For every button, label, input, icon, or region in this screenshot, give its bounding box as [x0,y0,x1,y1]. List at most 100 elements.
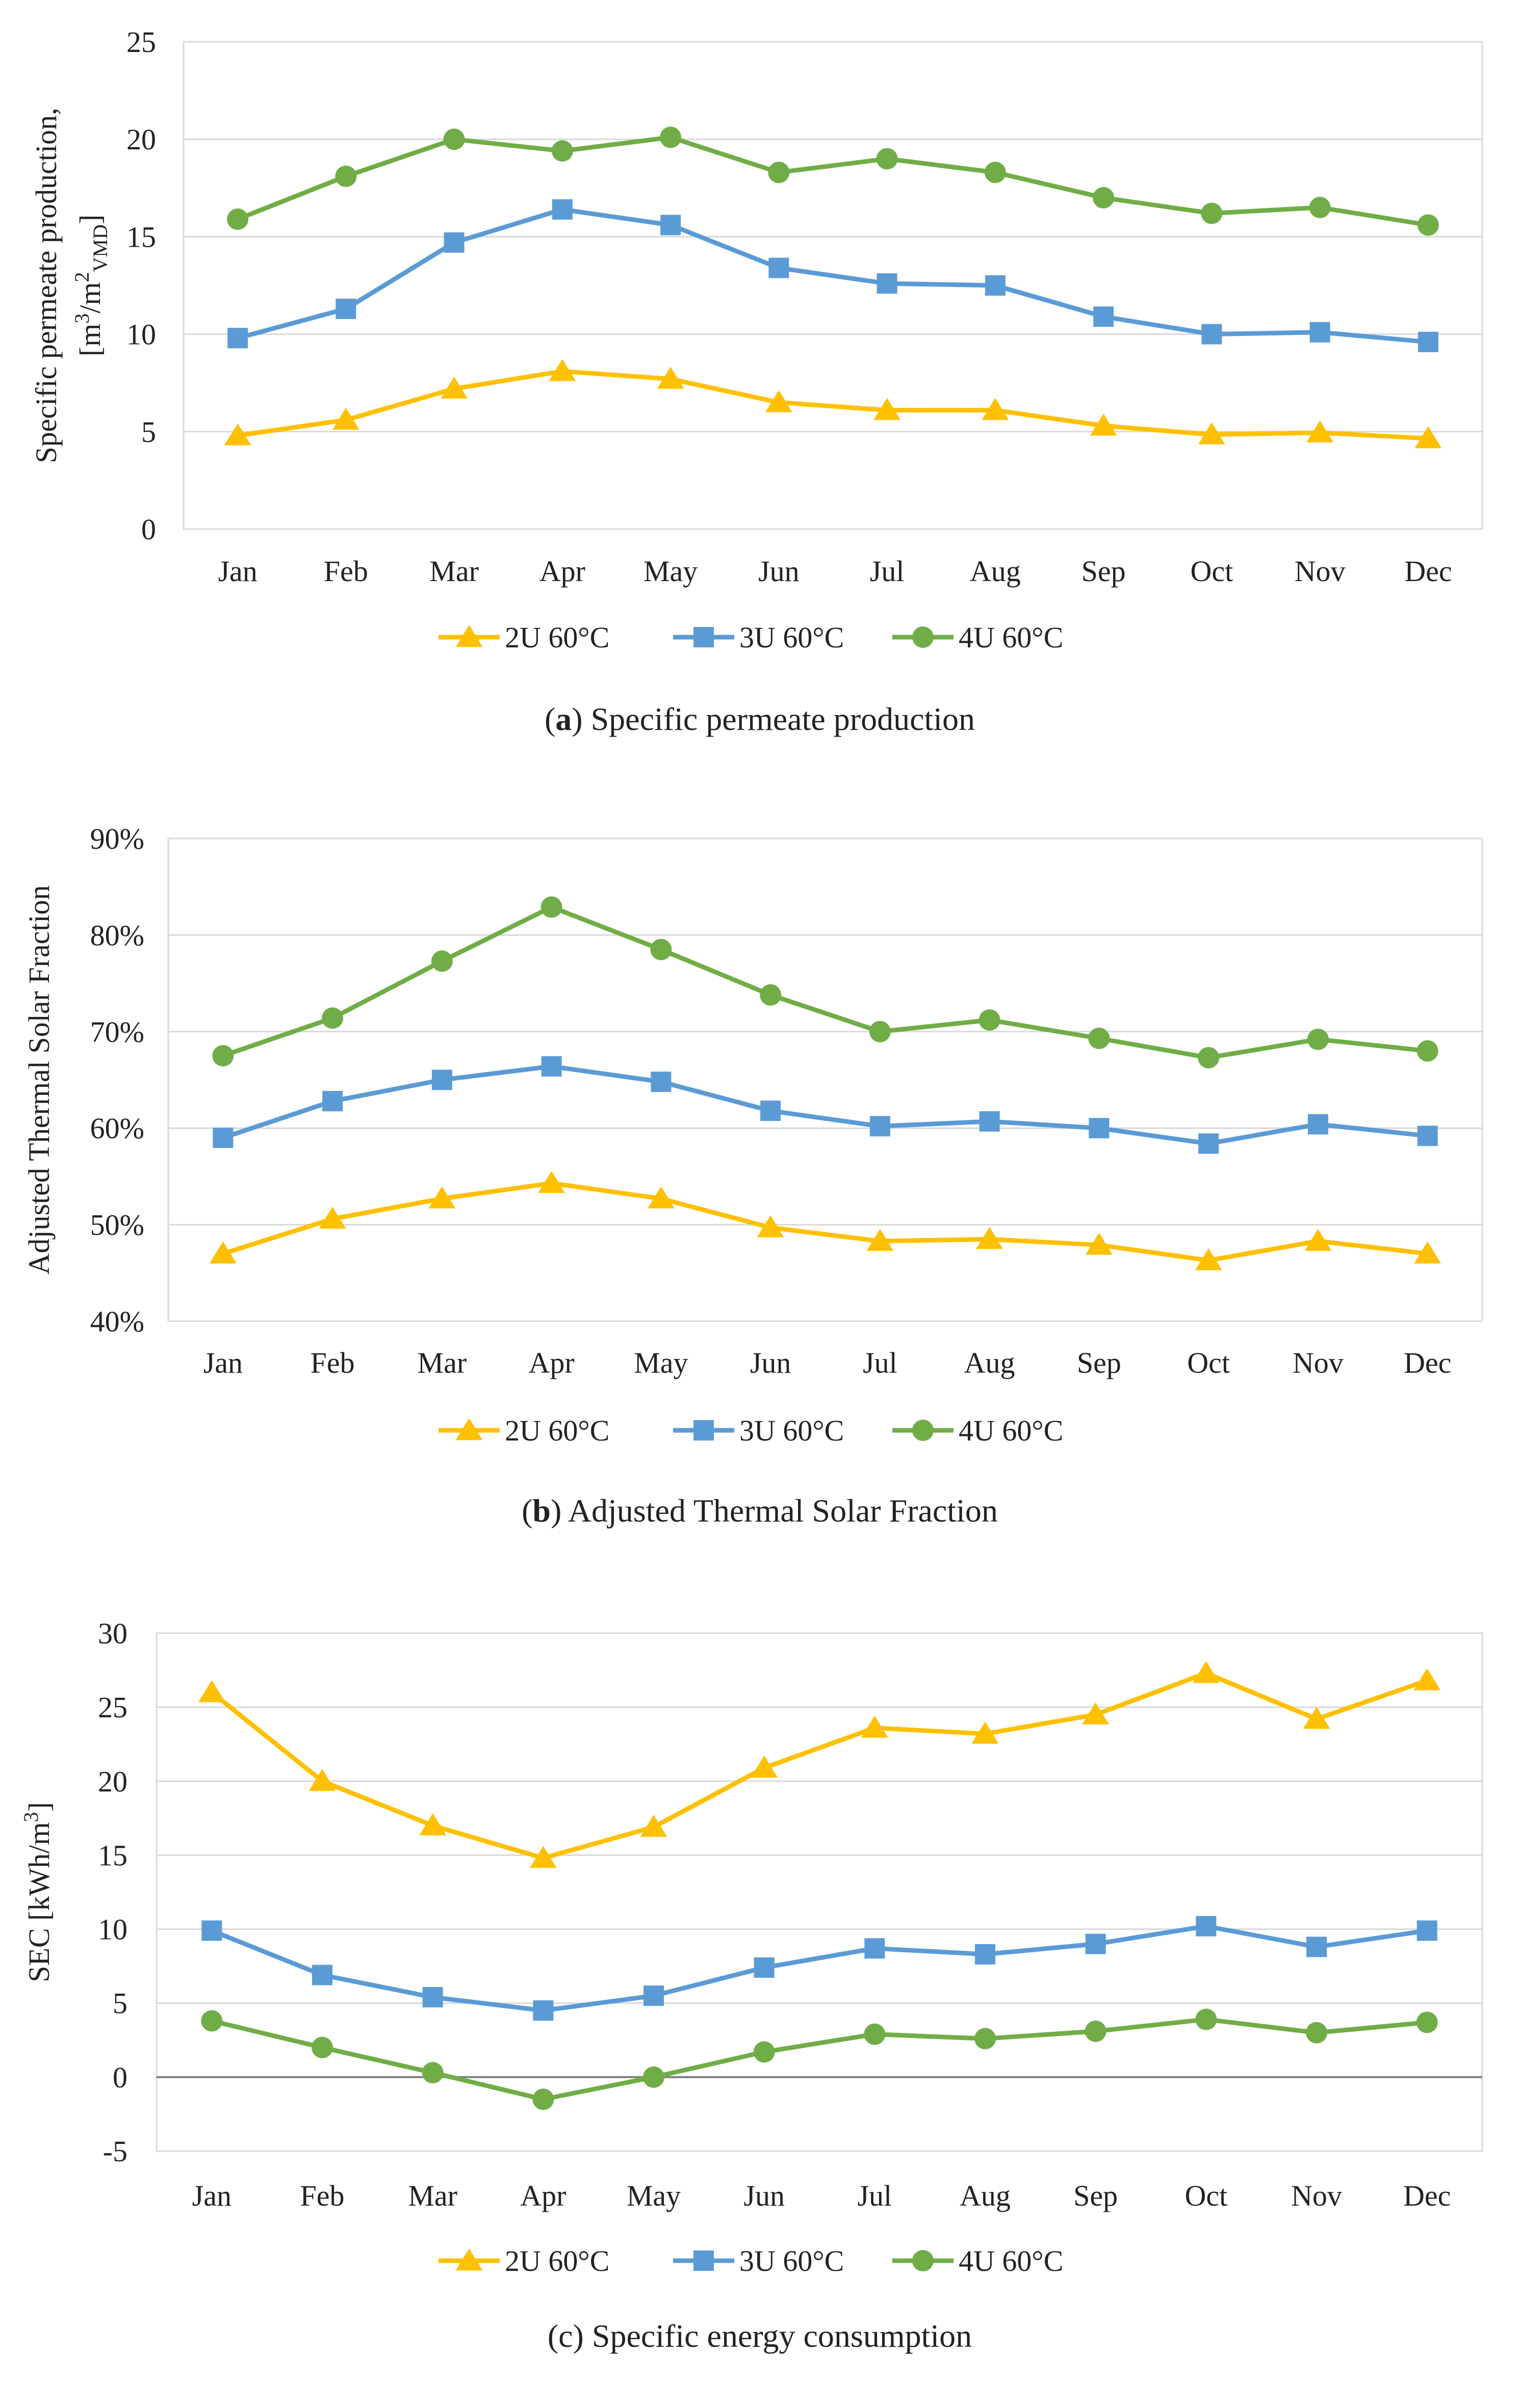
caption-part: ) Specific permeate production [572,701,975,737]
data-point [866,1228,894,1251]
legend-label: 3U 60°C [739,2244,844,2278]
data-point [422,1987,443,2008]
y-tick-label: 90% [90,822,144,855]
data-point [1093,187,1115,208]
data-point [533,2000,554,2021]
data-point [201,2010,223,2032]
series-line [237,207,1429,345]
legend-label: 4U 60°C [959,621,1063,654]
data-point [322,1007,344,1029]
data-point [1093,306,1114,327]
legend-label: 3U 60°C [739,1414,844,1447]
legend-label: 2U 60°C [505,621,609,654]
data-point [1414,1241,1441,1264]
data-point [312,1965,332,1985]
data-point [1201,324,1222,345]
data-point [753,2041,775,2063]
x-tick-label: Nov [1291,2179,1342,2212]
legend-label: 2U 60°C [505,2244,609,2278]
data-point [1192,1661,1220,1683]
data-point [1196,1916,1217,1936]
data-point [1198,1133,1219,1154]
x-tick-label: Apr [539,555,585,588]
data-point [751,1756,778,1778]
data-point [974,2028,996,2050]
x-tick-label: May [627,2179,681,2212]
data-point [1309,322,1330,343]
legend-label: 2U 60°C [505,1414,609,1447]
data-point [552,199,573,220]
data-point [651,1071,672,1092]
x-tick-label: Sep [1077,1346,1121,1379]
y-axis-title: Specific permeate production, [30,108,63,463]
y-tick-label: 15 [98,1839,127,1872]
x-tick-label: Jun [758,555,800,588]
data-point [1417,1040,1438,1062]
x-tick-label: Mar [418,1346,467,1379]
data-point [876,148,898,170]
series-line [237,135,1429,227]
x-tick-label: Jul [857,2179,892,2212]
data-point [1417,214,1439,236]
data-point [1201,202,1223,224]
data-point [1085,2020,1106,2042]
data-point [332,407,359,430]
data-point [760,1101,781,1121]
x-tick-label: Jun [750,1346,791,1379]
data-point [549,359,576,381]
y-axis-title-part: 3 [70,313,93,324]
data-point [861,1715,888,1738]
data-point [335,165,357,187]
x-tick-label: Aug [964,1346,1015,1379]
series-line [210,1670,1428,1861]
data-point [319,1207,346,1229]
x-tick-label: Dec [1404,555,1452,588]
y-tick-label: 50% [90,1209,144,1242]
data-point [979,1111,1000,1132]
data-point [1198,1046,1220,1068]
x-tick-label: May [634,1346,688,1379]
series-line [237,369,1429,441]
data-point [209,1241,237,1264]
x-tick-label: Sep [1073,2179,1118,2212]
plot-area-border [156,1632,1483,2152]
caption-part: ( [545,701,555,737]
x-tick-label: Jan [203,1346,243,1379]
x-tick-label: Nov [1295,555,1346,588]
data-point [201,1920,222,1941]
x-tick-label: Sep [1082,555,1126,588]
data-point [224,423,251,446]
x-tick-label: Oct [1185,2179,1227,2212]
x-tick-label: Jun [743,2179,785,2212]
caption-part: b [532,1493,551,1529]
series-line [222,1064,1428,1146]
y-tick-label: 0 [141,513,156,546]
data-point [985,275,1006,296]
data-point [643,1985,664,2006]
y-axis-title-part: SEC [kWh/m [22,1822,56,1982]
y-axis-title-part: /m [73,282,107,313]
x-tick-label: May [643,555,698,588]
data-point [1307,1028,1329,1050]
caption-a: (a) Specific permeate production [545,701,975,737]
y-axis-title-part: 2 [70,272,93,282]
x-tick-label: Jul [870,555,905,588]
caption-part: ) Adjusted Thermal Solar Fraction [551,1493,998,1529]
y-axis-title-part: 3 [19,1812,42,1822]
data-point [422,2062,444,2084]
data-point [869,1116,890,1137]
caption-c: (c) Specific energy consumption [548,2318,972,2354]
legend-label: 4U 60°C [959,2244,1063,2278]
data-point [982,398,1009,420]
data-point [212,1045,234,1067]
data-point [227,208,249,230]
chart-panel-b: 40% 50% 60% 70% 80% 90% Jan Feb Mar Apr May Jun Jul A… [22,822,1483,1447]
data-point [869,1020,891,1042]
legend-marker [455,1418,483,1441]
data-point [1413,1668,1441,1691]
y-tick-label: 0 [113,2061,127,2094]
data-point [976,1227,1003,1249]
x-tick-label: Aug [970,555,1021,588]
x-tick-label: Feb [311,1346,355,1379]
data-point [198,1680,225,1703]
